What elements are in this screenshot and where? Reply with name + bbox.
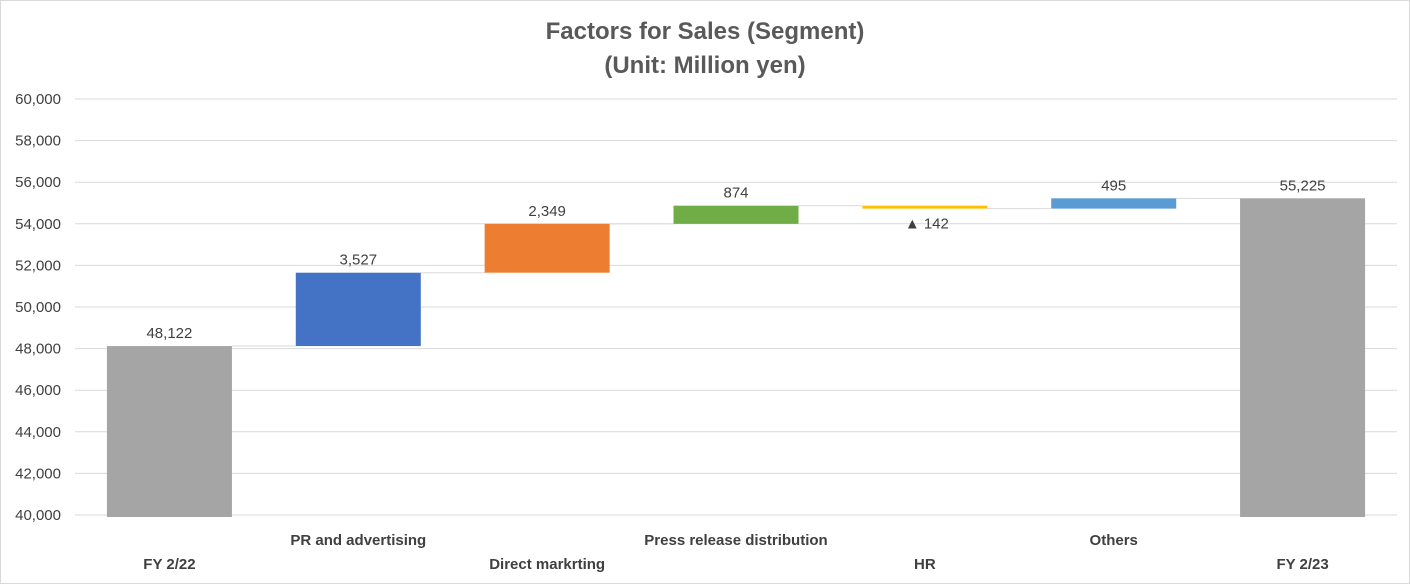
x-tick-label: Direct markrting bbox=[489, 556, 605, 573]
y-tick-label: 58,000 bbox=[15, 133, 61, 150]
gridlines bbox=[75, 98, 1397, 516]
bar bbox=[106, 346, 232, 517]
bar bbox=[862, 205, 988, 209]
bars bbox=[106, 198, 1366, 517]
data-label: 495 bbox=[1101, 177, 1126, 194]
x-tick-label: PR and advertising bbox=[290, 532, 426, 549]
data-label: 55,225 bbox=[1280, 177, 1326, 194]
y-axis: 40,000 42,000 44,000 46,000 48,000 50,000 52,0… bbox=[15, 91, 61, 524]
y-tick-label: 42,000 bbox=[15, 465, 61, 482]
chart-subtitle: (Unit: Million yen) bbox=[604, 52, 805, 79]
data-label: 2,349 bbox=[528, 203, 566, 220]
x-tick-label: FY 2/22 bbox=[143, 556, 195, 573]
bar bbox=[295, 272, 421, 347]
bar bbox=[1240, 198, 1366, 517]
data-label: 48,122 bbox=[146, 325, 192, 342]
bar bbox=[484, 223, 610, 273]
x-tick-label: Press release distribution bbox=[644, 532, 827, 549]
x-tick-label: Others bbox=[1090, 532, 1138, 549]
data-label: 3,527 bbox=[340, 252, 378, 269]
x-tick-label: HR bbox=[914, 556, 936, 573]
y-tick-label: 54,000 bbox=[15, 216, 61, 233]
bar bbox=[1051, 198, 1177, 209]
chart-title: Factors for Sales (Segment) bbox=[546, 18, 865, 45]
data-labels: 48,122 3,527 2,349 874 ▲ 142 495 55,225 bbox=[146, 177, 1325, 342]
data-label: ▲ 142 bbox=[905, 216, 949, 233]
bar bbox=[673, 205, 799, 224]
x-tick-label: FY 2/23 bbox=[1276, 556, 1328, 573]
y-tick-label: 40,000 bbox=[15, 507, 61, 524]
y-tick-label: 50,000 bbox=[15, 299, 61, 316]
x-axis: FY 2/22 PR and advertising Direct markrtin… bbox=[143, 532, 1328, 573]
data-label: 874 bbox=[723, 185, 748, 202]
connectors bbox=[231, 197, 1241, 347]
y-tick-label: 56,000 bbox=[15, 174, 61, 191]
y-tick-label: 52,000 bbox=[15, 257, 61, 274]
y-tick-label: 60,000 bbox=[15, 91, 61, 108]
y-tick-label: 44,000 bbox=[15, 424, 61, 441]
y-tick-label: 48,000 bbox=[15, 341, 61, 358]
y-tick-label: 46,000 bbox=[15, 382, 61, 399]
